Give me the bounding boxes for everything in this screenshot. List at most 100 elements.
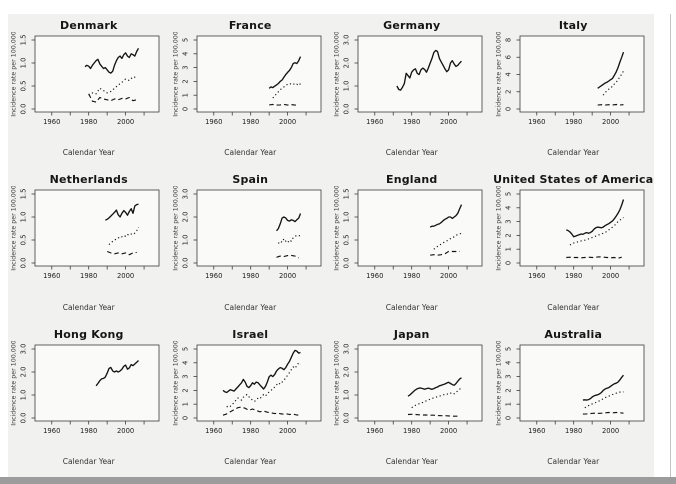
svg-text:1: 1 — [181, 93, 189, 97]
svg-text:4: 4 — [504, 72, 512, 76]
svg-text:0.5: 0.5 — [343, 235, 351, 246]
svg-text:1960: 1960 — [528, 427, 545, 435]
charts-panel: Denmark 1960 1980 2000 0.0 0.5 1.0 1.5 Incidenc… — [8, 14, 654, 477]
svg-text:2: 2 — [504, 388, 512, 392]
subplot-italy: Italy 1960 1980 2000 0 2 4 6 8 Incidence rate pe… — [493, 14, 655, 168]
svg-text:2000: 2000 — [440, 272, 457, 280]
svg-text:0: 0 — [181, 107, 189, 111]
svg-text:0.0: 0.0 — [181, 258, 189, 269]
subplot-australia: Australia 1960 1980 2000 0 1 2 3 4 5 Incidence ra… — [493, 323, 655, 477]
svg-text:1960: 1960 — [366, 118, 383, 126]
svg-text:1980: 1980 — [565, 272, 582, 280]
svg-text:0: 0 — [504, 415, 512, 419]
svg-text:2.0: 2.0 — [343, 366, 351, 377]
subplot-denmark: Denmark 1960 1980 2000 0.0 0.5 1.0 1.5 Incidenc… — [8, 14, 170, 168]
svg-text:1.0: 1.0 — [181, 235, 189, 246]
svg-text:Incidence rate per 100,000: Incidence rate per 100,000 — [495, 341, 502, 426]
svg-text:1980: 1980 — [403, 272, 420, 280]
svg-text:0.5: 0.5 — [20, 235, 28, 246]
svg-text:4: 4 — [181, 360, 189, 364]
svg-text:1980: 1980 — [403, 427, 420, 435]
x-axis-label: Calendar Year — [62, 148, 115, 158]
svg-text:1980: 1980 — [242, 427, 259, 435]
svg-text:1.0: 1.0 — [343, 81, 351, 92]
subplot-title: France — [228, 19, 272, 32]
svg-text:2.0: 2.0 — [20, 366, 28, 377]
svg-text:1.0: 1.0 — [343, 212, 351, 223]
subplot-japan: Japan 1960 1980 2000 0.0 1.0 2.0 3.0 Incidence … — [331, 323, 493, 477]
svg-text:1960: 1960 — [205, 118, 222, 126]
svg-text:2000: 2000 — [440, 427, 457, 435]
svg-text:0.5: 0.5 — [20, 81, 28, 92]
right-edge-divider — [670, 14, 671, 477]
svg-text:1960: 1960 — [528, 272, 545, 280]
svg-text:4: 4 — [181, 52, 189, 56]
svg-text:Incidence rate per 100,000: Incidence rate per 100,000 — [334, 341, 341, 426]
x-axis-label: Calendar Year — [224, 456, 277, 466]
svg-text:3.0: 3.0 — [20, 343, 28, 354]
subplot-israel: Israel 1960 1980 2000 0 1 2 3 4 5 Incidence rate … — [170, 323, 332, 477]
svg-text:Incidence rate per 100,000: Incidence rate per 100,000 — [495, 32, 502, 117]
svg-text:2.0: 2.0 — [343, 58, 351, 69]
subplot-title: England — [385, 173, 438, 187]
svg-text:6: 6 — [504, 55, 512, 59]
svg-text:2000: 2000 — [117, 118, 134, 126]
svg-text:2000: 2000 — [440, 118, 457, 126]
svg-text:1980: 1980 — [403, 118, 420, 126]
svg-text:1960: 1960 — [366, 427, 383, 435]
subplot-germany: Germany 1960 1980 2000 0.0 1.0 2.0 3.0 Incidenc… — [331, 14, 493, 168]
svg-text:3: 3 — [504, 220, 512, 224]
subplot-england: England 1960 1980 2000 0.0 0.5 1.0 1.5 Incidenc… — [331, 168, 493, 322]
svg-text:1960: 1960 — [43, 118, 60, 126]
svg-text:1: 1 — [504, 247, 512, 251]
svg-text:1980: 1980 — [80, 427, 97, 435]
svg-text:0.0: 0.0 — [343, 104, 351, 115]
svg-text:Incidence rate per 100,000: Incidence rate per 100,000 — [11, 32, 18, 117]
svg-text:0.0: 0.0 — [20, 412, 28, 423]
x-axis-label: Calendar Year — [547, 302, 600, 312]
svg-text:1: 1 — [504, 402, 512, 406]
svg-text:2.0: 2.0 — [181, 212, 189, 223]
subplot-title: Australia — [544, 327, 603, 341]
svg-text:0.0: 0.0 — [343, 412, 351, 423]
subplot-title: Germany — [383, 19, 441, 32]
svg-text:4: 4 — [504, 360, 512, 364]
svg-text:0: 0 — [504, 107, 512, 111]
subplot-usa: United States of America 1960 1980 2000 0 1 2… — [493, 168, 655, 322]
svg-text:2000: 2000 — [278, 427, 295, 435]
svg-text:Incidence rate per 100,000: Incidence rate per 100,000 — [11, 186, 18, 271]
x-axis-label: Calendar Year — [547, 456, 600, 466]
svg-text:2000: 2000 — [117, 272, 134, 280]
svg-text:Incidence rate per 100,000: Incidence rate per 100,000 — [334, 186, 341, 271]
svg-text:1980: 1980 — [80, 118, 97, 126]
svg-text:3: 3 — [181, 65, 189, 69]
svg-text:1960: 1960 — [366, 272, 383, 280]
svg-text:1.0: 1.0 — [20, 58, 28, 69]
svg-text:Incidence rate per 100,000: Incidence rate per 100,000 — [334, 32, 341, 117]
svg-text:3: 3 — [504, 374, 512, 378]
svg-text:1960: 1960 — [43, 272, 60, 280]
svg-text:1980: 1980 — [80, 272, 97, 280]
charts-grid: Denmark 1960 1980 2000 0.0 0.5 1.0 1.5 Incidenc… — [8, 14, 654, 477]
subplot-title: United States of America — [493, 173, 654, 187]
subplot-hong-kong: Hong Kong 1960 1980 2000 0.0 1.0 2.0 3.0 Incide… — [8, 323, 170, 477]
svg-text:0.0: 0.0 — [20, 258, 28, 269]
subplot-spain: Spain 1960 1980 2000 0.0 1.0 2.0 3.0 Incidence … — [170, 168, 332, 322]
svg-text:3.0: 3.0 — [343, 343, 351, 354]
x-axis-label: Calendar Year — [385, 456, 438, 466]
svg-text:2000: 2000 — [278, 272, 295, 280]
subplot-title: Netherlands — [49, 173, 128, 187]
subplot-netherlands: Netherlands 1960 1980 2000 0.0 0.5 1.0 1.5 Inci… — [8, 168, 170, 322]
svg-text:3: 3 — [181, 374, 189, 378]
svg-text:2000: 2000 — [601, 272, 618, 280]
x-axis-label: Calendar Year — [62, 302, 115, 312]
x-axis-label: Calendar Year — [385, 148, 438, 158]
svg-text:1980: 1980 — [565, 427, 582, 435]
